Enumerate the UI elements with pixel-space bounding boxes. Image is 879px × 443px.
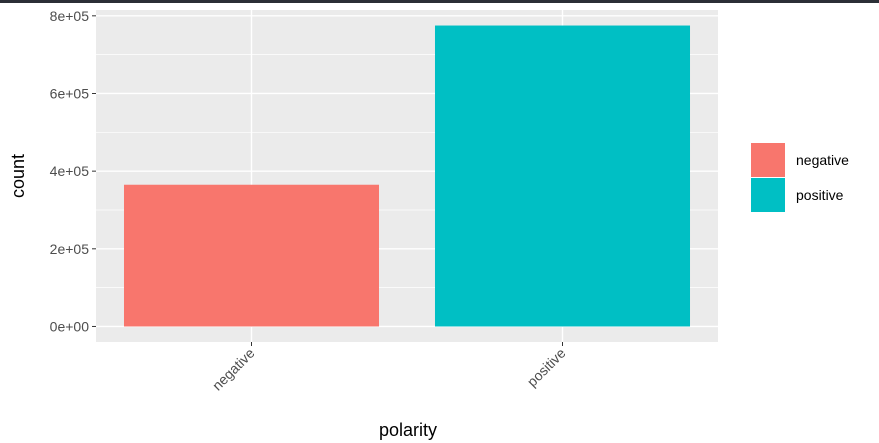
legend-swatch-positive: [751, 178, 785, 212]
bars: [123, 25, 691, 327]
y-tick-label: 2e+05: [50, 241, 90, 257]
y-tick-label: 4e+05: [50, 163, 90, 179]
x-axis-title: polarity: [379, 420, 437, 440]
y-tick-label: 0e+00: [50, 318, 90, 334]
legend-label-negative: negative: [796, 152, 849, 168]
x-tick-label: negative: [209, 345, 258, 394]
y-tick-label: 6e+05: [50, 85, 90, 101]
window-top-bar: [0, 0, 879, 3]
y-tick-label: 8e+05: [50, 8, 90, 24]
x-axis: negative positive: [209, 342, 569, 394]
legend-label-positive: positive: [796, 187, 844, 203]
bar-positive: [434, 25, 691, 327]
legend-swatch-negative: [751, 143, 785, 177]
legend: negative positive: [751, 143, 849, 212]
y-axis: 0e+00 2e+05 4e+05 6e+05 8e+05: [50, 8, 96, 334]
x-tick-label: positive: [524, 345, 569, 390]
y-axis-title: count: [8, 154, 28, 198]
bar-negative: [123, 184, 380, 327]
